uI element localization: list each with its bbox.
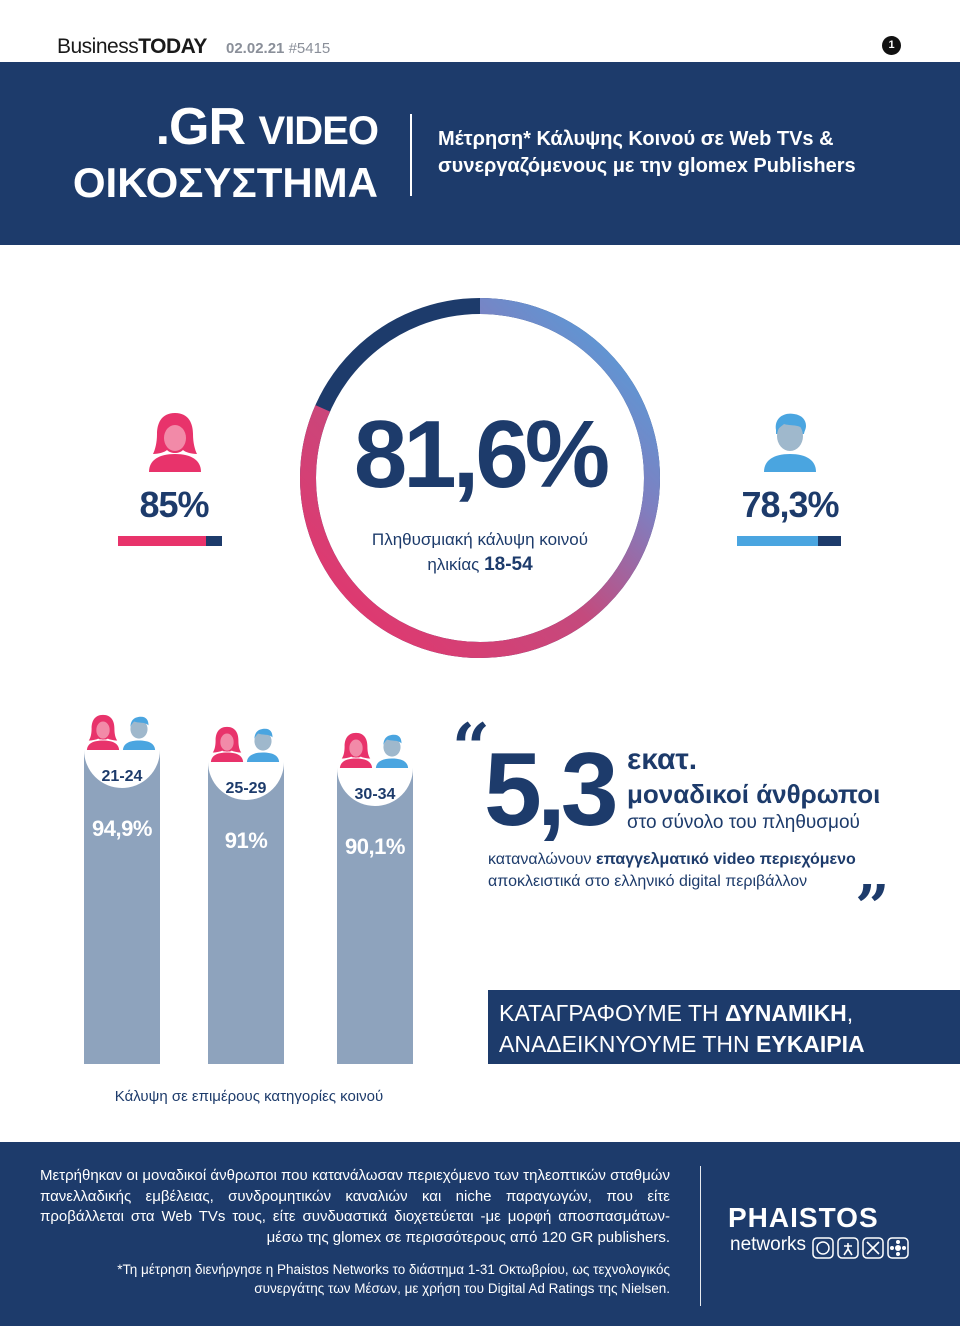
header-subtitle: Μέτρηση* Κάλυψης Κοινού σε Web TVs & συν…: [438, 128, 856, 177]
unique-people-label: μοναδικοί άνθρωποι: [627, 779, 881, 809]
female-coverage-bar: [118, 536, 222, 546]
footer-footnote: *Τη μέτρηση διενήργησε η Phaistos Networ…: [117, 1262, 670, 1296]
footer-divider: [700, 1166, 701, 1306]
quote-open-mark: “: [452, 709, 490, 787]
coverage-ring: [300, 298, 660, 658]
issue-number: #5415: [288, 40, 331, 57]
total-coverage-caption: Πληθυσμιακή κάλυψη κοινού ηλικίας 18-54: [371, 530, 589, 575]
age-group-label: 25-29: [225, 780, 267, 797]
title-line-2: ΟΙΚΟΣΥΣΤΗΜΑ: [72, 159, 378, 206]
male-icon: [246, 728, 280, 763]
age-group-bar: [208, 762, 284, 1064]
male-icon: [764, 413, 816, 472]
quote-close-mark: ”: [855, 873, 890, 943]
issue-info: 02.02.21 #5415: [226, 40, 330, 57]
slogan-banner: ΚΑΤΑΓΡΑΦΟΥΜΕ ΤΗ ΔΥΝΑΜΙΚΗ, ΑΝΑΔΕΙΚΝΥΟΥΜΕ …: [488, 990, 960, 1064]
ring-progress-arc: [300, 298, 660, 658]
male-icon: [375, 734, 409, 769]
unique-people-value: 5,3: [484, 732, 619, 848]
footer: Μετρήθηκαν οι μοναδικοί άνθρωποι που κατ…: [0, 1142, 960, 1326]
age-group-value: 90,1%: [345, 834, 405, 859]
female-coverage-value: 85%: [139, 484, 209, 525]
female-icon: [86, 714, 120, 751]
age-group-label: 21-24: [101, 768, 143, 785]
age-group-value: 91%: [224, 828, 268, 853]
unique-people-unit: εκατ.: [627, 743, 698, 776]
phaistos-logo: PHAISTOS: [728, 1202, 879, 1233]
unique-people-total: στο σύνολο του πληθυσμού: [627, 812, 860, 833]
age-group-caption: Κάλυψη σε επιμέρους κατηγορίες κοινού: [114, 1088, 384, 1105]
age-group-bar: [337, 768, 413, 1064]
female-icon: [210, 726, 244, 763]
header-banner: .GR VIDEO ΟΙΚΟΣΥΣΤΗΜΑ Μέτρηση* Κάλυψης Κ…: [0, 62, 960, 245]
female-icon: [339, 732, 373, 769]
male-bar-remainder: [818, 536, 841, 546]
title-line-1: .GR VIDEO: [155, 98, 379, 156]
age-group-label: 30-34: [354, 786, 396, 803]
male-bar-fill: [737, 536, 818, 546]
age-group-bar: [84, 750, 160, 1064]
age-group-icons: [337, 730, 413, 770]
age-group-value: 94,9%: [92, 816, 152, 841]
total-coverage-value: 81,6%: [353, 401, 610, 508]
male-icon: [122, 716, 156, 751]
male-coverage-bar: [737, 536, 841, 546]
top-bar: BusinessTODAY 02.02.21 #5415 1: [0, 0, 960, 62]
consumption-text: καταναλώνουν επαγγελματικό video περιεχό…: [488, 851, 856, 890]
issue-date: 02.02.21: [226, 40, 285, 57]
publication-logo: BusinessTODAY: [57, 35, 207, 58]
footer-description: Μετρήθηκαν οι μοναδικοί άνθρωποι που κατ…: [40, 1167, 670, 1246]
phaistos-logo-sub: networks: [730, 1234, 807, 1255]
male-coverage-value: 78,3%: [741, 484, 839, 525]
header-divider: [410, 114, 412, 196]
age-group-icons: [84, 712, 160, 752]
phaistos-symbols-icon: [812, 1237, 909, 1259]
age-group-icons: [208, 724, 284, 764]
page-number: 1: [882, 36, 901, 55]
female-bar-remainder: [206, 536, 222, 546]
female-bar-fill: [118, 536, 206, 546]
female-icon: [149, 413, 201, 472]
